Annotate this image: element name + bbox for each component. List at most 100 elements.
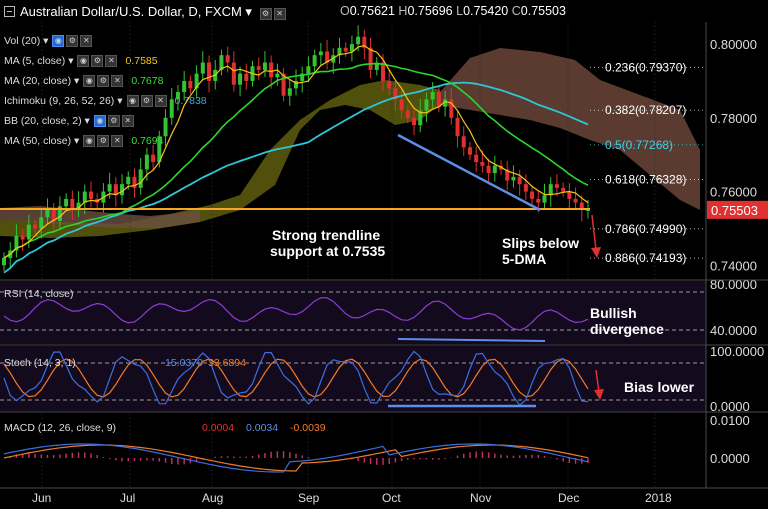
price-tick: 0.78000 bbox=[710, 111, 757, 126]
candle-body bbox=[51, 209, 56, 222]
indicator-value: 0.7678 bbox=[131, 75, 164, 87]
candle-body bbox=[412, 117, 417, 126]
stoch-k-line bbox=[3, 350, 589, 407]
macd-tick: 0.0100 bbox=[710, 413, 750, 428]
candle-body bbox=[138, 169, 143, 188]
candle-body bbox=[26, 224, 31, 240]
candle-body bbox=[343, 47, 348, 52]
low-label: L bbox=[456, 4, 464, 18]
close-icon[interactable]: ✕ bbox=[273, 7, 286, 20]
settings-icon[interactable]: ⚙ bbox=[107, 115, 120, 128]
macd-value-3: -0.0039 bbox=[290, 422, 326, 434]
candle-body bbox=[331, 55, 336, 63]
annotation-slips-2: 5-DMA bbox=[502, 251, 546, 267]
settings-icon[interactable]: ⚙ bbox=[140, 95, 153, 108]
candle-body bbox=[144, 154, 149, 170]
close-icon[interactable]: ✕ bbox=[80, 35, 93, 48]
indicator-label: Ichimoku (9, 26, 52, 26) bbox=[4, 95, 115, 107]
fib-label: 0.886(0.74193) bbox=[605, 251, 686, 265]
chevron-down-icon[interactable]: ▾ bbox=[68, 55, 74, 67]
fib-label: 0.382(0.78207) bbox=[605, 103, 686, 117]
candle-body bbox=[505, 169, 510, 181]
settings-icon[interactable]: ⚙ bbox=[66, 35, 79, 48]
candle-body bbox=[579, 202, 584, 210]
indicator-bb[interactable]: BB (20, close, 2) ▾ ◉ ⚙ ✕ bbox=[4, 114, 136, 128]
candle-body bbox=[474, 154, 479, 163]
close-icon[interactable]: ✕ bbox=[154, 95, 167, 108]
candle-body bbox=[517, 176, 522, 185]
close-icon[interactable]: ✕ bbox=[121, 115, 134, 128]
annotation-support-2: support at 0.7535 bbox=[270, 243, 385, 259]
indicator-vol[interactable]: Vol (20) ▾ ◉ ⚙ ✕ bbox=[4, 34, 94, 48]
eye-icon[interactable]: ◉ bbox=[83, 135, 96, 148]
candle-body bbox=[306, 66, 311, 74]
candle-body bbox=[126, 176, 131, 185]
candle-body bbox=[269, 62, 274, 78]
candle-body bbox=[586, 209, 590, 211]
symbol-title[interactable]: Australian Dollar/U.S. Dollar, D, FXCM ▾… bbox=[20, 4, 288, 20]
close-value: 0.75503 bbox=[520, 4, 566, 18]
candle-body bbox=[194, 73, 199, 89]
candle-body bbox=[2, 257, 6, 266]
indicator-ma20[interactable]: MA (20, close) ▾ ◉ ⚙ ✕ 0.7678 bbox=[4, 74, 163, 88]
arrow-slips-shaft bbox=[591, 214, 597, 251]
open-value: 0.75621 bbox=[349, 4, 395, 18]
candle-body bbox=[356, 36, 361, 45]
indicator-value: 0.7585 bbox=[125, 55, 158, 67]
chevron-down-icon[interactable]: ▾ bbox=[74, 75, 80, 87]
annotation-bias: Bias lower bbox=[624, 379, 695, 395]
eye-icon[interactable]: ◉ bbox=[77, 55, 90, 68]
candle-body bbox=[467, 147, 472, 155]
indicator-label: MA (20, close) bbox=[4, 75, 72, 87]
indicator-ichimoku[interactable]: Ichimoku (9, 26, 52, 26) ▾ ◉ ⚙ ✕ 0.7838 bbox=[4, 94, 207, 108]
chevron-down-icon[interactable]: ▾ bbox=[74, 135, 80, 147]
indicator-ma50[interactable]: MA (50, close) ▾ ◉ ⚙ ✕ 0.7694 bbox=[4, 134, 163, 148]
time-tick: Dec bbox=[558, 491, 579, 505]
candle-body bbox=[523, 184, 528, 192]
settings-icon[interactable]: ⚙ bbox=[97, 135, 110, 148]
candle-body bbox=[188, 80, 193, 89]
close-icon[interactable]: ✕ bbox=[105, 55, 118, 68]
stoch-tick: 100.0000 bbox=[710, 344, 764, 359]
fib-label: 0.786(0.74990) bbox=[605, 222, 686, 236]
candle-body bbox=[219, 55, 224, 70]
eye-icon[interactable]: ◉ bbox=[83, 75, 96, 88]
indicator-label: BB (20, close, 2) bbox=[4, 115, 82, 127]
chevron-down-icon[interactable]: ▾ bbox=[117, 95, 123, 107]
chevron-down-icon[interactable]: ▾ bbox=[84, 115, 90, 127]
candle-body bbox=[325, 51, 330, 63]
candle-body bbox=[275, 73, 280, 78]
close-icon[interactable]: ✕ bbox=[111, 135, 124, 148]
settings-icon[interactable]: ⚙ bbox=[91, 55, 104, 68]
settings-icon[interactable]: ⚙ bbox=[97, 75, 110, 88]
close-icon[interactable]: ✕ bbox=[111, 75, 124, 88]
axes: 0.75503 0.80000 0.78000 0.76000 0.74000 Jun Ju… bbox=[0, 22, 768, 505]
eye-icon[interactable]: ◉ bbox=[93, 115, 106, 128]
indicator-controls: ◉ ⚙ ✕ bbox=[52, 34, 94, 48]
candle-body bbox=[88, 191, 93, 199]
indicator-controls: ◉ ⚙ ✕ bbox=[77, 54, 119, 68]
stoch-tick: 0.0000 bbox=[710, 399, 750, 414]
candle-body bbox=[554, 184, 559, 188]
collapse-icon[interactable] bbox=[4, 6, 15, 17]
low-value: 0.75420 bbox=[463, 4, 509, 18]
candle-body bbox=[349, 44, 354, 52]
candle-body bbox=[530, 191, 535, 199]
annotation-bullish-1: Bullish bbox=[590, 305, 637, 321]
indicator-ma5[interactable]: MA (5, close) ▾ ◉ ⚙ ✕ 0.7585 bbox=[4, 54, 158, 68]
chevron-down-icon[interactable]: ▾ bbox=[245, 4, 252, 19]
eye-icon[interactable]: ◉ bbox=[52, 35, 65, 48]
candle-body bbox=[39, 217, 44, 229]
price-tick: 0.74000 bbox=[710, 258, 757, 273]
candle-body bbox=[70, 198, 75, 210]
chevron-down-icon[interactable]: ▾ bbox=[43, 35, 49, 47]
candle-body bbox=[207, 62, 212, 81]
settings-icon[interactable]: ⚙ bbox=[259, 7, 272, 20]
candle-body bbox=[380, 62, 385, 81]
candle-body bbox=[300, 73, 305, 81]
fib-label: 0.5(0.77268) bbox=[605, 138, 673, 152]
candle-body bbox=[542, 195, 547, 203]
